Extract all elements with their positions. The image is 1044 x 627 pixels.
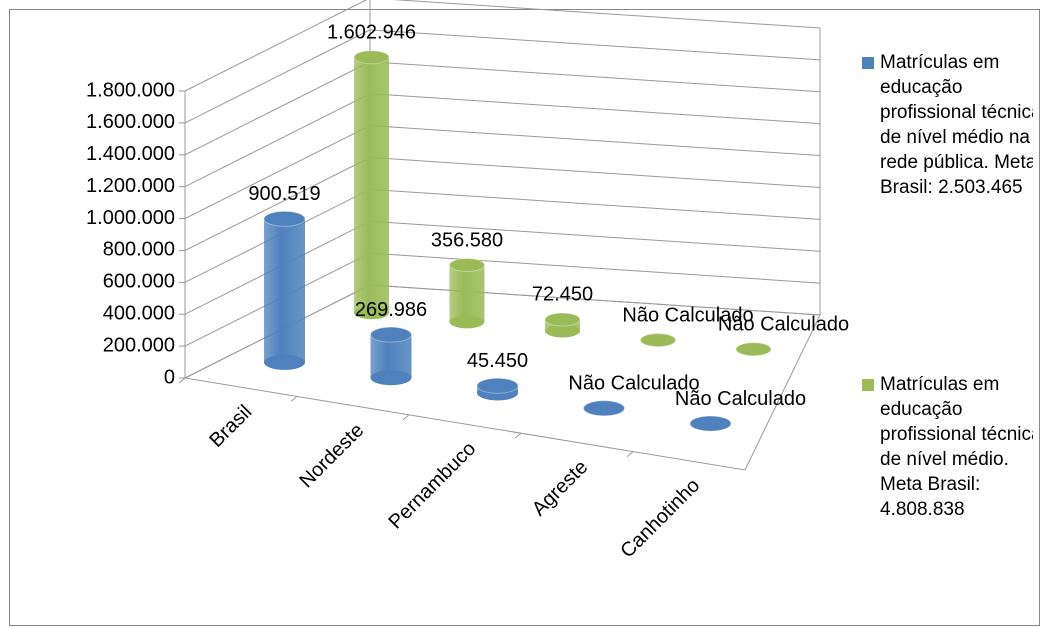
y-tick-label: 1.600.000 xyxy=(86,111,175,133)
y-tick-label: 0 xyxy=(164,366,175,388)
legend-label: Matrículas em educação profissional técn… xyxy=(880,52,1033,198)
cylinder xyxy=(640,333,676,348)
grid-line xyxy=(184,61,821,156)
x-tick xyxy=(178,377,186,384)
cylinder-top xyxy=(640,333,676,348)
x-tick-label: Canhotinho xyxy=(616,475,704,563)
cylinder xyxy=(370,326,412,386)
x-tick xyxy=(402,414,410,421)
legend-swatch xyxy=(862,57,874,69)
cylinder-body xyxy=(449,265,485,322)
y-tick-label: 1.400.000 xyxy=(86,143,175,165)
legend-swatch xyxy=(862,379,874,391)
chart-border xyxy=(9,9,1040,626)
data-label: 356.580 xyxy=(431,229,503,251)
data-label: 72.450 xyxy=(532,284,593,306)
cylinder-top xyxy=(353,50,390,65)
y-tick-label: 1.000.000 xyxy=(86,207,175,229)
x-tick-label: Nordeste xyxy=(295,419,368,492)
cylinder-top xyxy=(735,342,772,357)
cylinder xyxy=(544,312,581,338)
cylinder-top xyxy=(476,377,519,394)
cylinder-top xyxy=(689,415,732,432)
cylinder-top xyxy=(544,312,581,327)
cylinder-top xyxy=(370,326,412,343)
x-tick-label: Pernambuco xyxy=(385,438,481,534)
legend-entry: Matrículas em educação profissional técn… xyxy=(862,372,1033,522)
x-tick xyxy=(514,432,522,439)
data-label: 45.450 xyxy=(467,350,528,372)
cylinder xyxy=(476,377,519,401)
cylinder xyxy=(735,342,772,357)
y-tick-label: 200.000 xyxy=(103,334,175,356)
data-label: Não Calculado xyxy=(675,388,806,410)
cylinder-top xyxy=(583,400,625,417)
cylinder-top xyxy=(263,210,306,227)
y-tick-label: 800.000 xyxy=(103,239,175,261)
cylinder xyxy=(583,400,625,417)
grid-line xyxy=(184,93,821,188)
y-tick-label: 1.200.000 xyxy=(86,175,175,197)
legend: Matrículas em educação profissional técn… xyxy=(862,50,1033,610)
data-label: Não Calculado xyxy=(718,313,849,335)
grid-line xyxy=(184,29,821,124)
cylinder xyxy=(449,258,485,329)
x-tick-label: Brasil xyxy=(205,401,256,452)
legend-label: Matrículas em educação profissional técn… xyxy=(880,374,1033,520)
data-label: 1.602.946 xyxy=(327,22,416,44)
data-label: 900.519 xyxy=(248,183,320,205)
data-label: 269.986 xyxy=(355,299,427,321)
cylinder xyxy=(263,210,306,370)
cylinder xyxy=(353,50,390,320)
cylinder-top xyxy=(449,258,485,273)
y-tick-label: 1.800.000 xyxy=(86,79,175,101)
cylinder-body xyxy=(354,57,389,313)
x-tick xyxy=(290,396,298,402)
cylinder xyxy=(689,415,732,432)
legend-entry: Matrículas em educação profissional técn… xyxy=(862,50,1033,200)
x-tick-label: Agreste xyxy=(528,456,592,520)
grid-line xyxy=(184,0,821,92)
data-label: Não Calculado xyxy=(622,304,753,326)
x-tick xyxy=(626,451,634,457)
data-label: Não Calculado xyxy=(568,373,699,395)
y-tick-label: 400.000 xyxy=(103,303,175,325)
y-tick-label: 600.000 xyxy=(103,271,175,293)
cylinder-body xyxy=(264,218,305,363)
